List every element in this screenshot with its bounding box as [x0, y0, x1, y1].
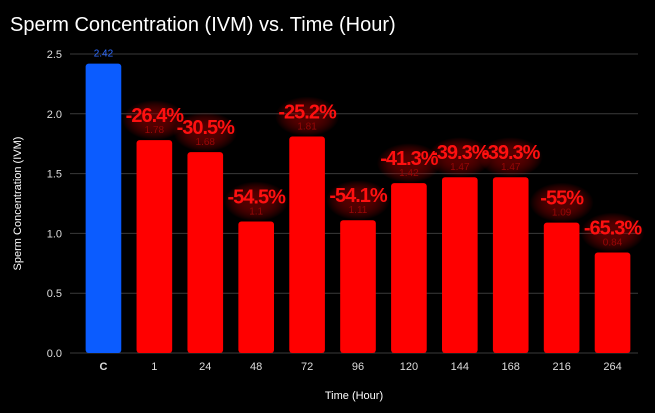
x-tick-label: 1: [151, 361, 157, 373]
x-tick-label: 96: [352, 361, 364, 373]
label-shadow: [376, 143, 441, 184]
percent-change-label: -39.3%: [431, 142, 490, 164]
label-shadow: [580, 212, 645, 253]
bar: [289, 136, 325, 353]
percent-change-label: -25.2%: [278, 102, 337, 124]
bar: [238, 221, 274, 353]
label-shadow: [529, 182, 594, 223]
bar: [187, 152, 224, 353]
x-tick-label: 144: [451, 361, 469, 373]
y-tick-label: 0.0: [47, 348, 62, 360]
percent-change-label: -54.1%: [329, 185, 388, 207]
x-tick-label: 48: [250, 361, 262, 373]
x-tick-label: 168: [502, 361, 520, 373]
bar: [543, 222, 580, 353]
label-shadow: [275, 96, 340, 137]
bar: [594, 252, 631, 353]
x-tick-label: 120: [400, 361, 418, 373]
y-tick-label: 2.0: [47, 109, 62, 121]
bar: [340, 220, 376, 353]
bar: [492, 177, 529, 353]
x-tick-label: 72: [301, 361, 313, 373]
label-shadow: [427, 137, 492, 178]
y-tick-label: 1.0: [47, 228, 62, 240]
bar-control: [85, 63, 122, 354]
y-axis-title: Sperm Concentration (IVM): [12, 137, 24, 271]
chart-title: Sperm Concentration (IVM) vs. Time (Hour…: [10, 14, 396, 36]
x-tick-label: C: [99, 361, 107, 373]
percent-change-label: -65.3%: [584, 218, 643, 240]
bar: [391, 183, 427, 353]
x-tick-label: 24: [199, 361, 211, 373]
bar: [136, 140, 173, 353]
percent-change-label: -55%: [540, 188, 584, 210]
percent-change-label: -39.3%: [482, 142, 541, 164]
label-shadow: [326, 180, 390, 221]
label-shadow: [122, 100, 187, 141]
percent-change-label: -30.5%: [177, 117, 236, 139]
x-tick-label: 216: [552, 361, 570, 373]
x-tick-label: 264: [603, 361, 621, 373]
y-tick-label: 2.5: [47, 49, 62, 61]
percent-change-label: -54.5%: [227, 186, 286, 208]
label-shadow: [478, 137, 543, 178]
y-tick-label: 1.5: [47, 169, 62, 181]
data-label: 2.42: [94, 49, 114, 60]
x-axis-title: Time (Hour): [325, 390, 383, 402]
percent-change-label: -41.3%: [380, 148, 439, 170]
label-shadow: [224, 181, 289, 222]
y-tick-label: 0.5: [47, 288, 62, 300]
percent-change-label: -26.4%: [126, 105, 185, 127]
label-shadow: [173, 112, 238, 153]
bar: [442, 177, 478, 353]
